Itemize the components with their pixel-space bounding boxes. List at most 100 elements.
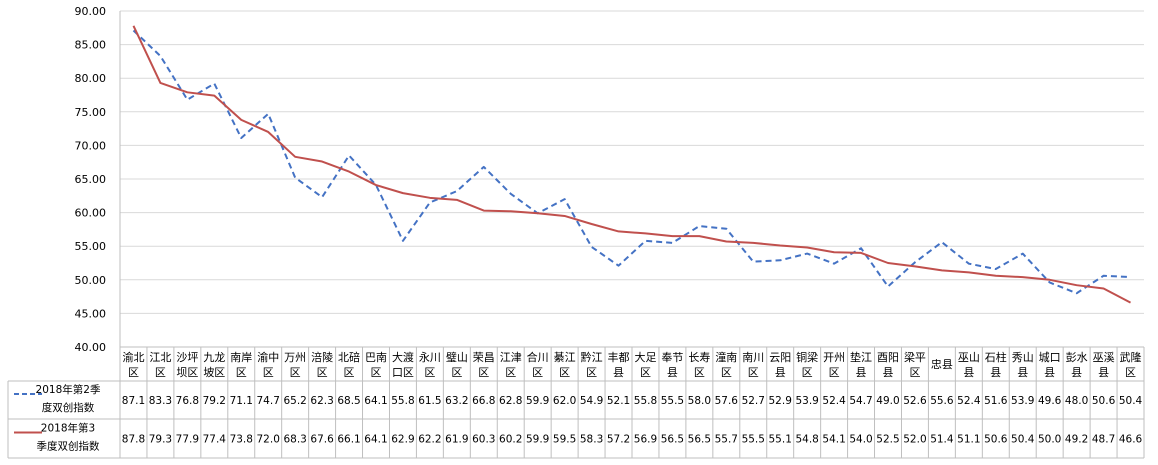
category-label: 区 [1125, 366, 1136, 379]
series-2-value: 61.9 [445, 434, 468, 446]
series-1-value: 52.6 [903, 395, 927, 407]
legend-label: 2018年第2季 [36, 383, 101, 396]
series-1-point [752, 261, 754, 263]
series-1-value: 59.9 [526, 395, 549, 407]
series-2-point [537, 212, 539, 214]
series-2-point [483, 210, 485, 212]
series-1-value: 54.9 [580, 395, 603, 407]
category-label: 大渡 [392, 350, 414, 364]
series-2-value: 57.2 [607, 434, 630, 446]
series-1-value: 62.8 [499, 395, 522, 407]
series-2-value: 52.5 [876, 434, 899, 446]
category-label: 区 [721, 366, 732, 379]
category-label: 县 [1071, 366, 1082, 379]
y-tick-label: 45.00 [75, 307, 107, 320]
category-label: 区 [478, 366, 489, 379]
series-1-point [860, 247, 862, 249]
series-1-value: 57.6 [715, 395, 739, 407]
series-2-value: 50.6 [984, 434, 1008, 446]
series-2-point [240, 119, 242, 121]
category-label: 涪陵 [311, 350, 333, 364]
series-2-point [698, 235, 700, 237]
category-label: 江北 [149, 351, 171, 364]
series-1-point [1076, 292, 1078, 294]
series-1-point [887, 286, 889, 288]
series-1-value: 62.0 [553, 395, 576, 407]
series-1-value: 53.9 [1011, 395, 1034, 407]
category-label: 巴南 [365, 351, 387, 364]
y-tick-label: 75.00 [75, 106, 107, 119]
series-1-value: 65.2 [283, 395, 306, 407]
category-label: 区 [451, 366, 462, 379]
category-label: 县 [990, 366, 1001, 379]
series-1-value: 68.5 [337, 395, 360, 407]
category-label: 县 [667, 366, 678, 379]
series-2-value: 48.7 [1092, 434, 1115, 446]
category-label: 彭水 [1066, 350, 1088, 364]
series-2-value: 54.8 [795, 434, 818, 446]
series-2-value: 73.8 [230, 434, 253, 446]
category-label: 区 [586, 366, 597, 379]
series-2-point [402, 192, 404, 194]
series-1-point [267, 113, 269, 115]
series-1-value: 55.6 [930, 395, 954, 407]
series-2-value: 59.9 [526, 434, 549, 446]
legend-label: 2018年第3 [41, 422, 95, 435]
series-2-point [806, 247, 808, 249]
category-label: 区 [640, 366, 651, 379]
category-label: 九龙 [203, 351, 225, 364]
series-1-value: 66.8 [472, 395, 495, 407]
y-tick-label: 50.00 [75, 274, 107, 287]
category-label: 巫山 [958, 351, 980, 364]
series-2-value: 50.0 [1038, 434, 1061, 446]
series-1-point [321, 196, 323, 198]
series-2-value: 54.1 [822, 434, 845, 446]
series-1-value: 64.1 [364, 395, 387, 407]
category-label: 区 [505, 366, 516, 379]
series-1-point [1049, 281, 1051, 283]
series-2-value: 60.2 [499, 434, 522, 446]
category-label: 坝区 [176, 365, 198, 379]
series-1-value: 87.1 [122, 395, 145, 407]
series-1-value: 74.7 [257, 395, 280, 407]
series-2-point [132, 25, 134, 27]
series-2-point [995, 275, 997, 277]
category-label: 区 [128, 366, 139, 379]
category-label: 綦江 [554, 351, 576, 364]
category-label: 荣昌 [473, 351, 495, 364]
series-2-point [644, 232, 646, 234]
category-label: 区 [290, 366, 301, 379]
category-label: 区 [263, 366, 274, 379]
series-1-point [240, 137, 242, 139]
category-label: 大足 [634, 350, 656, 364]
series-2-point [1049, 279, 1051, 281]
series-2-point [1103, 288, 1105, 290]
series-1-value: 52.1 [607, 395, 630, 407]
category-label: 南岸 [230, 351, 252, 364]
category-label: 区 [909, 366, 920, 379]
category-label: 梁平 [904, 350, 926, 364]
series-1-point [159, 55, 161, 57]
series-1-point [1103, 275, 1105, 277]
category-label: 合川 [527, 350, 549, 364]
y-tick-label: 55.00 [75, 240, 107, 253]
category-label: 县 [775, 366, 786, 379]
series-1-point [644, 240, 646, 242]
series-2-value: 64.1 [364, 434, 387, 446]
category-label: 县 [1044, 366, 1055, 379]
category-label: 区 [748, 366, 759, 379]
series-2-value: 56.5 [688, 434, 711, 446]
series-line-1 [132, 29, 1131, 295]
series-2-point [1076, 284, 1078, 286]
series-1-value: 71.1 [230, 395, 253, 407]
series-2-value: 58.3 [580, 434, 603, 446]
y-tick-label: 90.00 [75, 5, 107, 18]
series-1-value: 49.0 [876, 395, 899, 407]
series-1-value: 52.4 [957, 395, 981, 407]
series-1-value: 50.4 [1119, 395, 1143, 407]
series-2-value: 55.7 [715, 434, 738, 446]
series-1-value: 55.5 [661, 395, 684, 407]
series-2-value: 55.5 [742, 434, 765, 446]
series-1-point [564, 198, 566, 200]
